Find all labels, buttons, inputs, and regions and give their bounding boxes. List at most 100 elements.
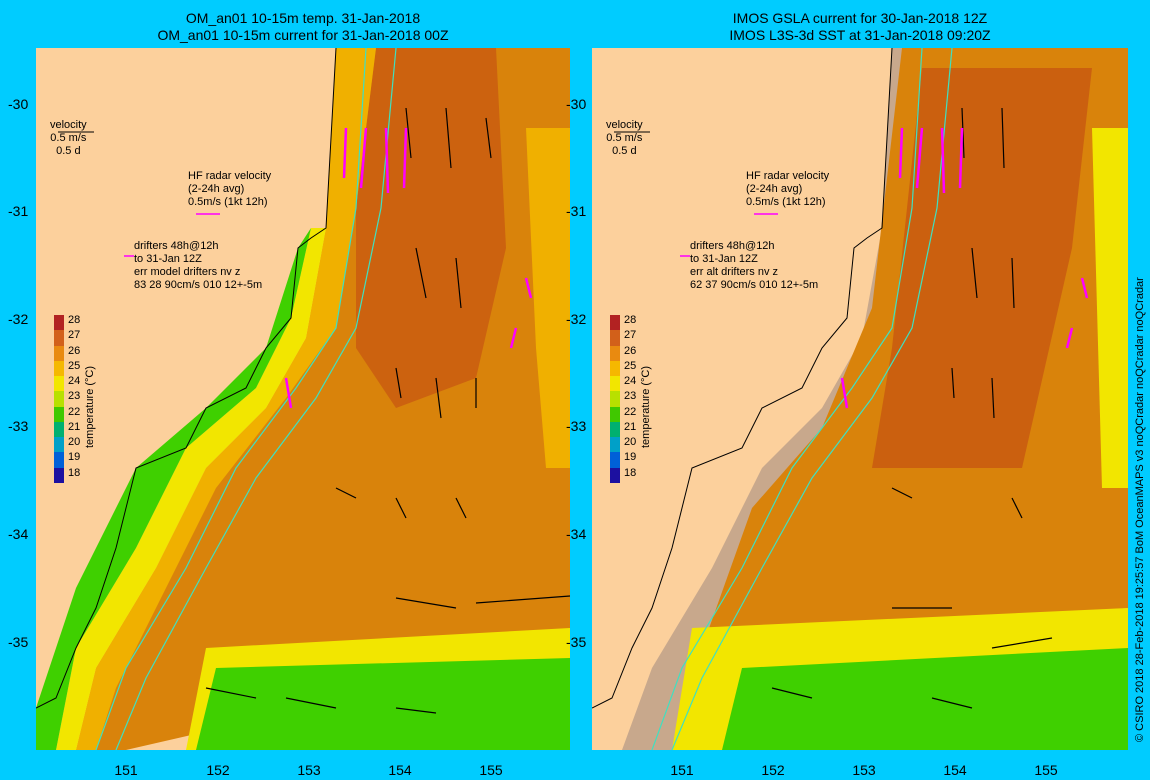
sst-hot-core: [872, 68, 1092, 468]
x-tick-label: 152: [206, 762, 230, 778]
sst-southern-green: [722, 648, 1128, 750]
x-tick-label: 151: [114, 762, 138, 778]
velocity-legend-scale: 0.5 m/s: [606, 132, 643, 144]
velocity-legend-title: velocity: [50, 119, 87, 131]
isobath-200m: [651, 48, 923, 750]
eastern-warm-edge: [526, 128, 570, 468]
colorbar-segment: [54, 452, 64, 468]
coastal-yellow-band: [56, 228, 326, 750]
colorbar-label: 19: [68, 451, 81, 464]
hf-legend-title: HF radar velocity: [188, 170, 272, 182]
hf-legend-avg: (2-24h avg): [188, 183, 245, 195]
y-tick-label: -31: [8, 203, 29, 219]
y-tick-label: -33: [8, 418, 29, 434]
colorbar-right: 28 27 26 25 24 23 22 21 20 19 18: [610, 315, 636, 483]
colorbar-segment: [54, 315, 64, 331]
colorbar-label: 28: [68, 314, 81, 326]
drifters-legend-line4: 62 37 90cm/s 010 12+-5m: [690, 279, 819, 291]
left-panel-title: OM_an01 10-15m temp. 31-Jan-2018 OM_an01…: [36, 10, 570, 44]
colorbar-label: 19: [624, 451, 637, 464]
colorbar-label: 27: [68, 329, 81, 342]
hf-legend-scale: 0.5m/s (1kt 12h): [746, 196, 826, 208]
y-tick-label-right: -35: [566, 634, 587, 650]
left-title-line2: OM_an01 10-15m current for 31-Jan-2018 0…: [157, 27, 449, 43]
left-map-panel: [36, 48, 570, 750]
colorbar-label: 18: [624, 466, 637, 479]
isobath-200m: [95, 48, 367, 750]
current-vectors: [205, 107, 570, 714]
y-tick-label: -35: [8, 634, 29, 650]
colorbar-label: 21: [68, 420, 81, 433]
colorbar-segment: [610, 421, 620, 438]
y-tick-label-right: -34: [566, 526, 587, 542]
isobath-2000m: [115, 48, 397, 750]
colorbar-segment: [610, 315, 620, 331]
colorbar-segment: [54, 376, 64, 392]
colorbar-segment: [610, 345, 620, 361]
colorbar-segment: [54, 330, 64, 346]
colorbar-segment: [54, 406, 64, 422]
credit-text: © CSIRO 2018 28-Feb-2018 19:25:57 BoM Oc…: [1134, 277, 1146, 742]
colorbar-segment: [610, 376, 620, 392]
y-tick-label: -32: [8, 311, 29, 327]
colorbar-title: temperature (°C): [84, 365, 96, 448]
x-tick-label: 155: [479, 762, 503, 778]
colorbar-label: 24: [68, 375, 81, 388]
drifters-legend-line3: err alt drifters nv z: [690, 266, 779, 278]
hf-radar-vectors: [284, 127, 533, 409]
drifters-legend-right: drifters 48h@12h to 31-Jan 12Z err alt d…: [690, 240, 818, 292]
current-vectors: [771, 107, 1053, 709]
left-title-line1: OM_an01 10-15m temp. 31-Jan-2018: [185, 10, 421, 26]
x-tick-label-right: 153: [852, 762, 876, 778]
drifters-legend-line2: to 31-Jan 12Z: [690, 253, 758, 265]
colorbar-segment: [610, 437, 620, 453]
colorbar-label: 20: [624, 436, 637, 449]
colorbar-label: 18: [68, 466, 81, 479]
colorbar-label: 23: [624, 390, 637, 403]
velocity-legend-duration: 0.5 d: [612, 145, 637, 157]
x-tick-label: 154: [388, 762, 412, 778]
y-tick-label: -34: [8, 526, 29, 542]
velocity-legend-duration: 0.5 d: [56, 145, 81, 157]
warm-shelf-region: [76, 48, 376, 750]
colorbar-label: 26: [68, 344, 81, 357]
coastline: [36, 48, 337, 709]
x-tick-label-right: 154: [943, 762, 967, 778]
colorbar-segment: [54, 437, 64, 453]
drifters-legend-line2: to 31-Jan 12Z: [134, 253, 202, 265]
colorbar-segment: [54, 467, 64, 483]
y-tick-label: -30: [8, 96, 29, 112]
colorbar-segment: [610, 452, 620, 468]
colorbar-label: 23: [68, 390, 81, 403]
colorbar-label: 22: [68, 405, 81, 418]
colorbar-segment: [54, 421, 64, 438]
sst-eastern-yellow: [1092, 128, 1128, 488]
colorbar-segment: [610, 467, 620, 483]
colorbar-label: 21: [624, 420, 637, 433]
coastal-green-band: [36, 228, 311, 750]
colorbar-label: 20: [68, 436, 81, 449]
hf-legend-scale: 0.5m/s (1kt 12h): [188, 196, 268, 208]
x-tick-label-right: 152: [761, 762, 785, 778]
colorbar-segment: [54, 345, 64, 361]
x-tick-label-right: 151: [670, 762, 694, 778]
drifters-legend-line1: drifters 48h@12h: [690, 240, 775, 252]
colorbar-segment: [610, 330, 620, 346]
colorbar-left: 28 27 26 25 24 23 22 21 20 19 18: [54, 315, 80, 483]
hf-legend-avg: (2-24h avg): [746, 183, 803, 195]
colorbar-segment: [54, 391, 64, 407]
colorbar-segment: [610, 360, 620, 377]
y-tick-label-right: -30: [566, 96, 587, 112]
y-tick-label-right: -33: [566, 418, 587, 434]
drifters-legend-line4: 83 28 90cm/s 010 12+-5m: [134, 279, 263, 291]
y-tick-label-right: -32: [566, 311, 587, 327]
hf-radar-legend-right: HF radar velocity (2-24h avg) 0.5m/s (1k…: [746, 170, 829, 209]
colorbar-label: 22: [624, 405, 637, 418]
colorbar-label: 26: [624, 344, 637, 357]
left-map-svg: [36, 48, 570, 750]
colorbar-segment: [54, 360, 64, 377]
drifters-legend-line1: drifters 48h@12h: [134, 240, 219, 252]
right-panel-title: IMOS GSLA current for 30-Jan-2018 12Z IM…: [592, 10, 1128, 44]
colorbar-label: 24: [624, 375, 637, 388]
velocity-legend-title: velocity: [606, 119, 643, 131]
